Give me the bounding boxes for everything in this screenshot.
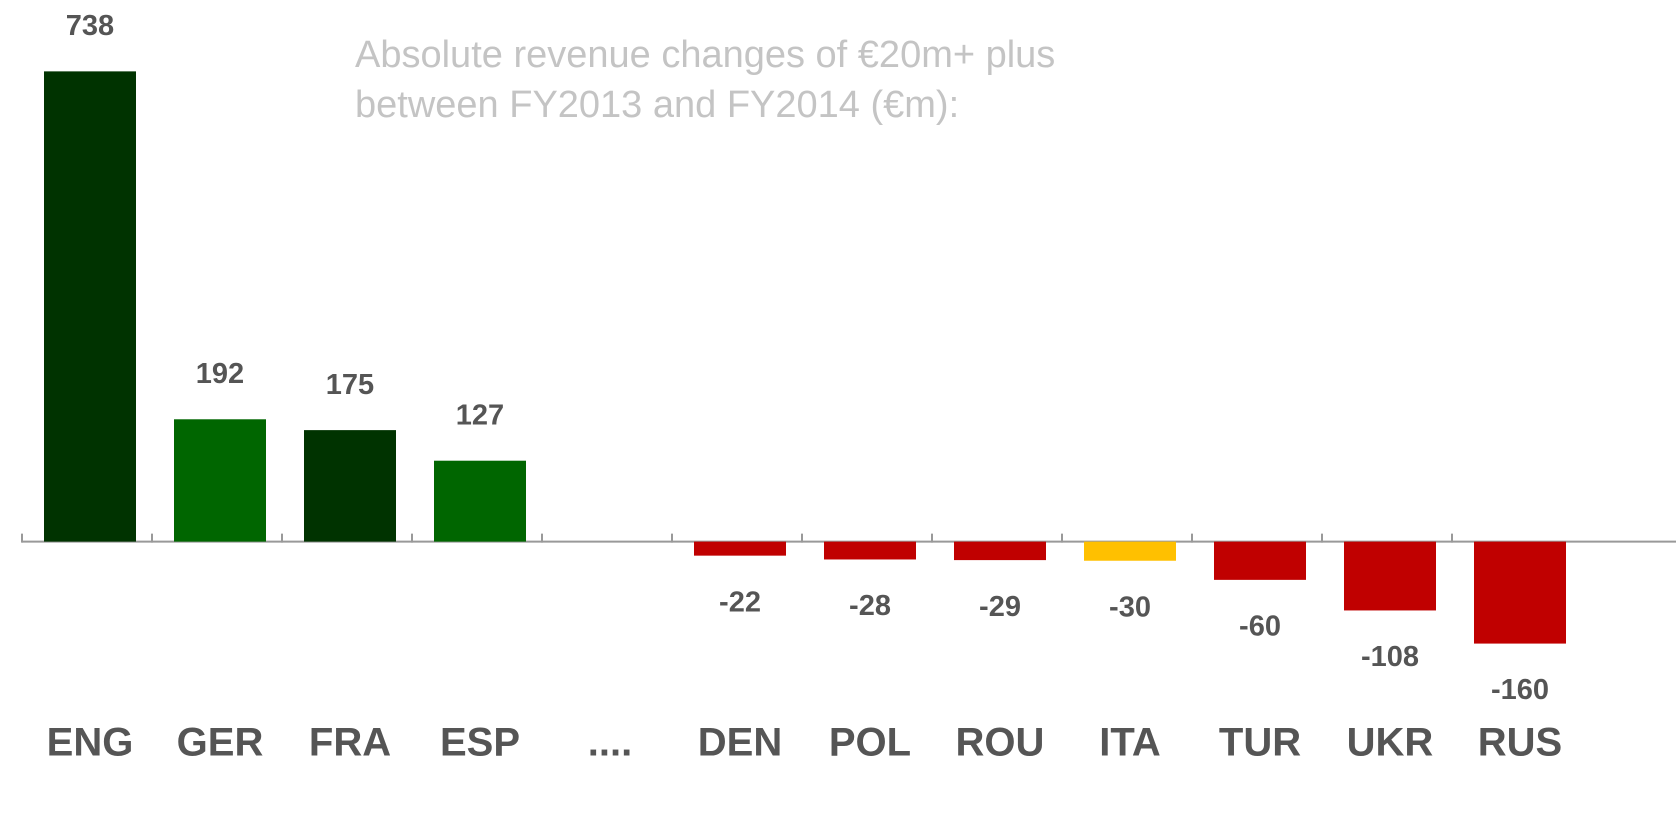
value-label: -29 bbox=[979, 591, 1021, 623]
value-label: 738 bbox=[66, 10, 114, 42]
bar bbox=[304, 430, 396, 542]
value-label: -160 bbox=[1491, 674, 1549, 706]
bar bbox=[954, 541, 1046, 561]
chart-title: Absolute revenue changes of €20m+ plus bbox=[355, 34, 1055, 76]
value-label: -60 bbox=[1239, 611, 1281, 643]
value-label: -28 bbox=[849, 590, 891, 622]
bar bbox=[44, 71, 136, 542]
x-tick-label: UKR bbox=[1347, 721, 1434, 765]
value-label: 127 bbox=[456, 399, 504, 431]
x-tick-label: ROU bbox=[956, 721, 1045, 765]
bar bbox=[1474, 541, 1566, 644]
x-tick-label: ESP bbox=[440, 721, 520, 765]
value-label: -30 bbox=[1109, 591, 1151, 623]
x-tick-label: FRA bbox=[309, 721, 391, 765]
value-label: -22 bbox=[719, 586, 761, 618]
x-tick-label: DEN bbox=[698, 721, 782, 765]
x-tick-label: ITA bbox=[1099, 721, 1160, 765]
value-label: 192 bbox=[196, 358, 244, 390]
bar bbox=[434, 460, 526, 542]
bar bbox=[174, 419, 266, 542]
value-label: -108 bbox=[1361, 641, 1419, 673]
bar bbox=[1084, 541, 1176, 561]
x-tick-label: ENG bbox=[47, 721, 134, 765]
bar bbox=[1214, 541, 1306, 580]
x-tick-label: POL bbox=[829, 721, 911, 765]
bar bbox=[824, 541, 916, 560]
x-tick-label: RUS bbox=[1478, 721, 1562, 765]
bar bbox=[694, 541, 786, 556]
x-tick-label: .... bbox=[588, 721, 632, 765]
value-label: 175 bbox=[326, 369, 374, 401]
bar bbox=[1344, 541, 1436, 611]
x-tick-label: TUR bbox=[1219, 721, 1301, 765]
x-tick-label: GER bbox=[177, 721, 264, 765]
chart-title: between FY2013 and FY2014 (€m): bbox=[355, 84, 959, 126]
